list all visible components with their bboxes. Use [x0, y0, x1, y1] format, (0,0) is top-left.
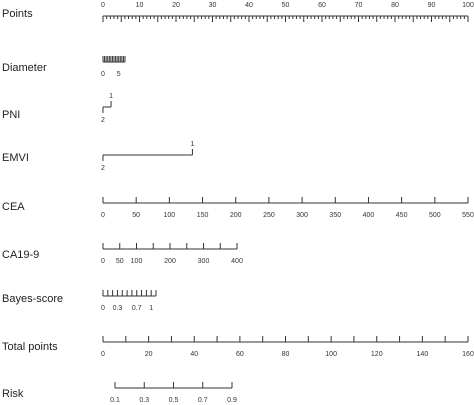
- bayes-tick-label: 0.7: [132, 305, 142, 312]
- cea-tick-label: 500: [429, 212, 441, 219]
- ca199-label: CA19-9: [2, 249, 39, 261]
- pni-level-1: 1: [109, 93, 113, 100]
- ca199-tick-label: 50: [116, 258, 124, 265]
- diameter-label: Diameter: [2, 62, 47, 74]
- pni-label: PNI: [2, 109, 20, 121]
- points-label: Points: [2, 8, 33, 20]
- risk-tick-label: 0.9: [227, 397, 237, 404]
- cea-tick-label: 200: [230, 212, 242, 219]
- cea-tick-label: 0: [101, 212, 105, 219]
- bayes-tick-label: 0: [101, 305, 105, 312]
- cea-tick-label: 250: [263, 212, 275, 219]
- points-tick-label: 30: [209, 2, 217, 9]
- points-tick-label: 20: [172, 2, 180, 9]
- diameter-tick-label: 5: [117, 71, 121, 78]
- risk-tick-label: 0.1: [110, 397, 120, 404]
- points-tick-label: 0: [101, 2, 105, 9]
- points-tick-label: 10: [136, 2, 144, 9]
- ca199-tick-label: 400: [231, 258, 243, 265]
- emvi-level-2: 2: [101, 165, 105, 172]
- risk-tick-label: 0.5: [169, 397, 179, 404]
- ca199-tick-label: 0: [101, 258, 105, 265]
- bayes-tick-label: 0.3: [113, 305, 123, 312]
- risk-tick-label: 0.3: [139, 397, 149, 404]
- diameter-tick-label: 0: [101, 71, 105, 78]
- points-tick-label: 90: [428, 2, 436, 9]
- cea-tick-label: 300: [296, 212, 308, 219]
- ca199-tick-label: 200: [164, 258, 176, 265]
- total-tick-label: 60: [236, 351, 244, 358]
- emvi-level-1: 1: [190, 141, 194, 148]
- points-tick-label: 50: [282, 2, 290, 9]
- points-tick-label: 100: [462, 2, 474, 9]
- total-tick-label: 20: [145, 351, 153, 358]
- cea-tick-label: 100: [164, 212, 176, 219]
- cea-tick-label: 450: [396, 212, 408, 219]
- total-tick-label: 120: [371, 351, 383, 358]
- total-tick-label: 140: [417, 351, 429, 358]
- points-tick-label: 70: [355, 2, 363, 9]
- cea-label: CEA: [2, 201, 25, 213]
- cea-tick-label: 400: [363, 212, 375, 219]
- pni-level-2: 2: [101, 117, 105, 124]
- points-tick-label: 60: [318, 2, 326, 9]
- cea-tick-label: 150: [197, 212, 209, 219]
- bayes-tick-label: 1: [149, 305, 153, 312]
- ca199-tick-label: 100: [131, 258, 143, 265]
- risk-label: Risk: [2, 388, 24, 400]
- points-tick-label: 80: [391, 2, 399, 9]
- cea-tick-label: 50: [132, 212, 140, 219]
- total-tick-label: 80: [282, 351, 290, 358]
- emvi-label: EMVI: [2, 152, 29, 164]
- total-label: Total points: [2, 341, 58, 353]
- risk-tick-label: 0.7: [198, 397, 208, 404]
- ca199-tick-label: 300: [198, 258, 210, 265]
- points-tick-label: 40: [245, 2, 253, 9]
- total-tick-label: 100: [325, 351, 337, 358]
- total-tick-label: 0: [101, 351, 105, 358]
- cea-tick-label: 350: [329, 212, 341, 219]
- total-tick-label: 40: [190, 351, 198, 358]
- cea-tick-label: 550: [462, 212, 474, 219]
- total-tick-label: 160: [462, 351, 474, 358]
- bayes-label: Bayes-score: [2, 293, 63, 305]
